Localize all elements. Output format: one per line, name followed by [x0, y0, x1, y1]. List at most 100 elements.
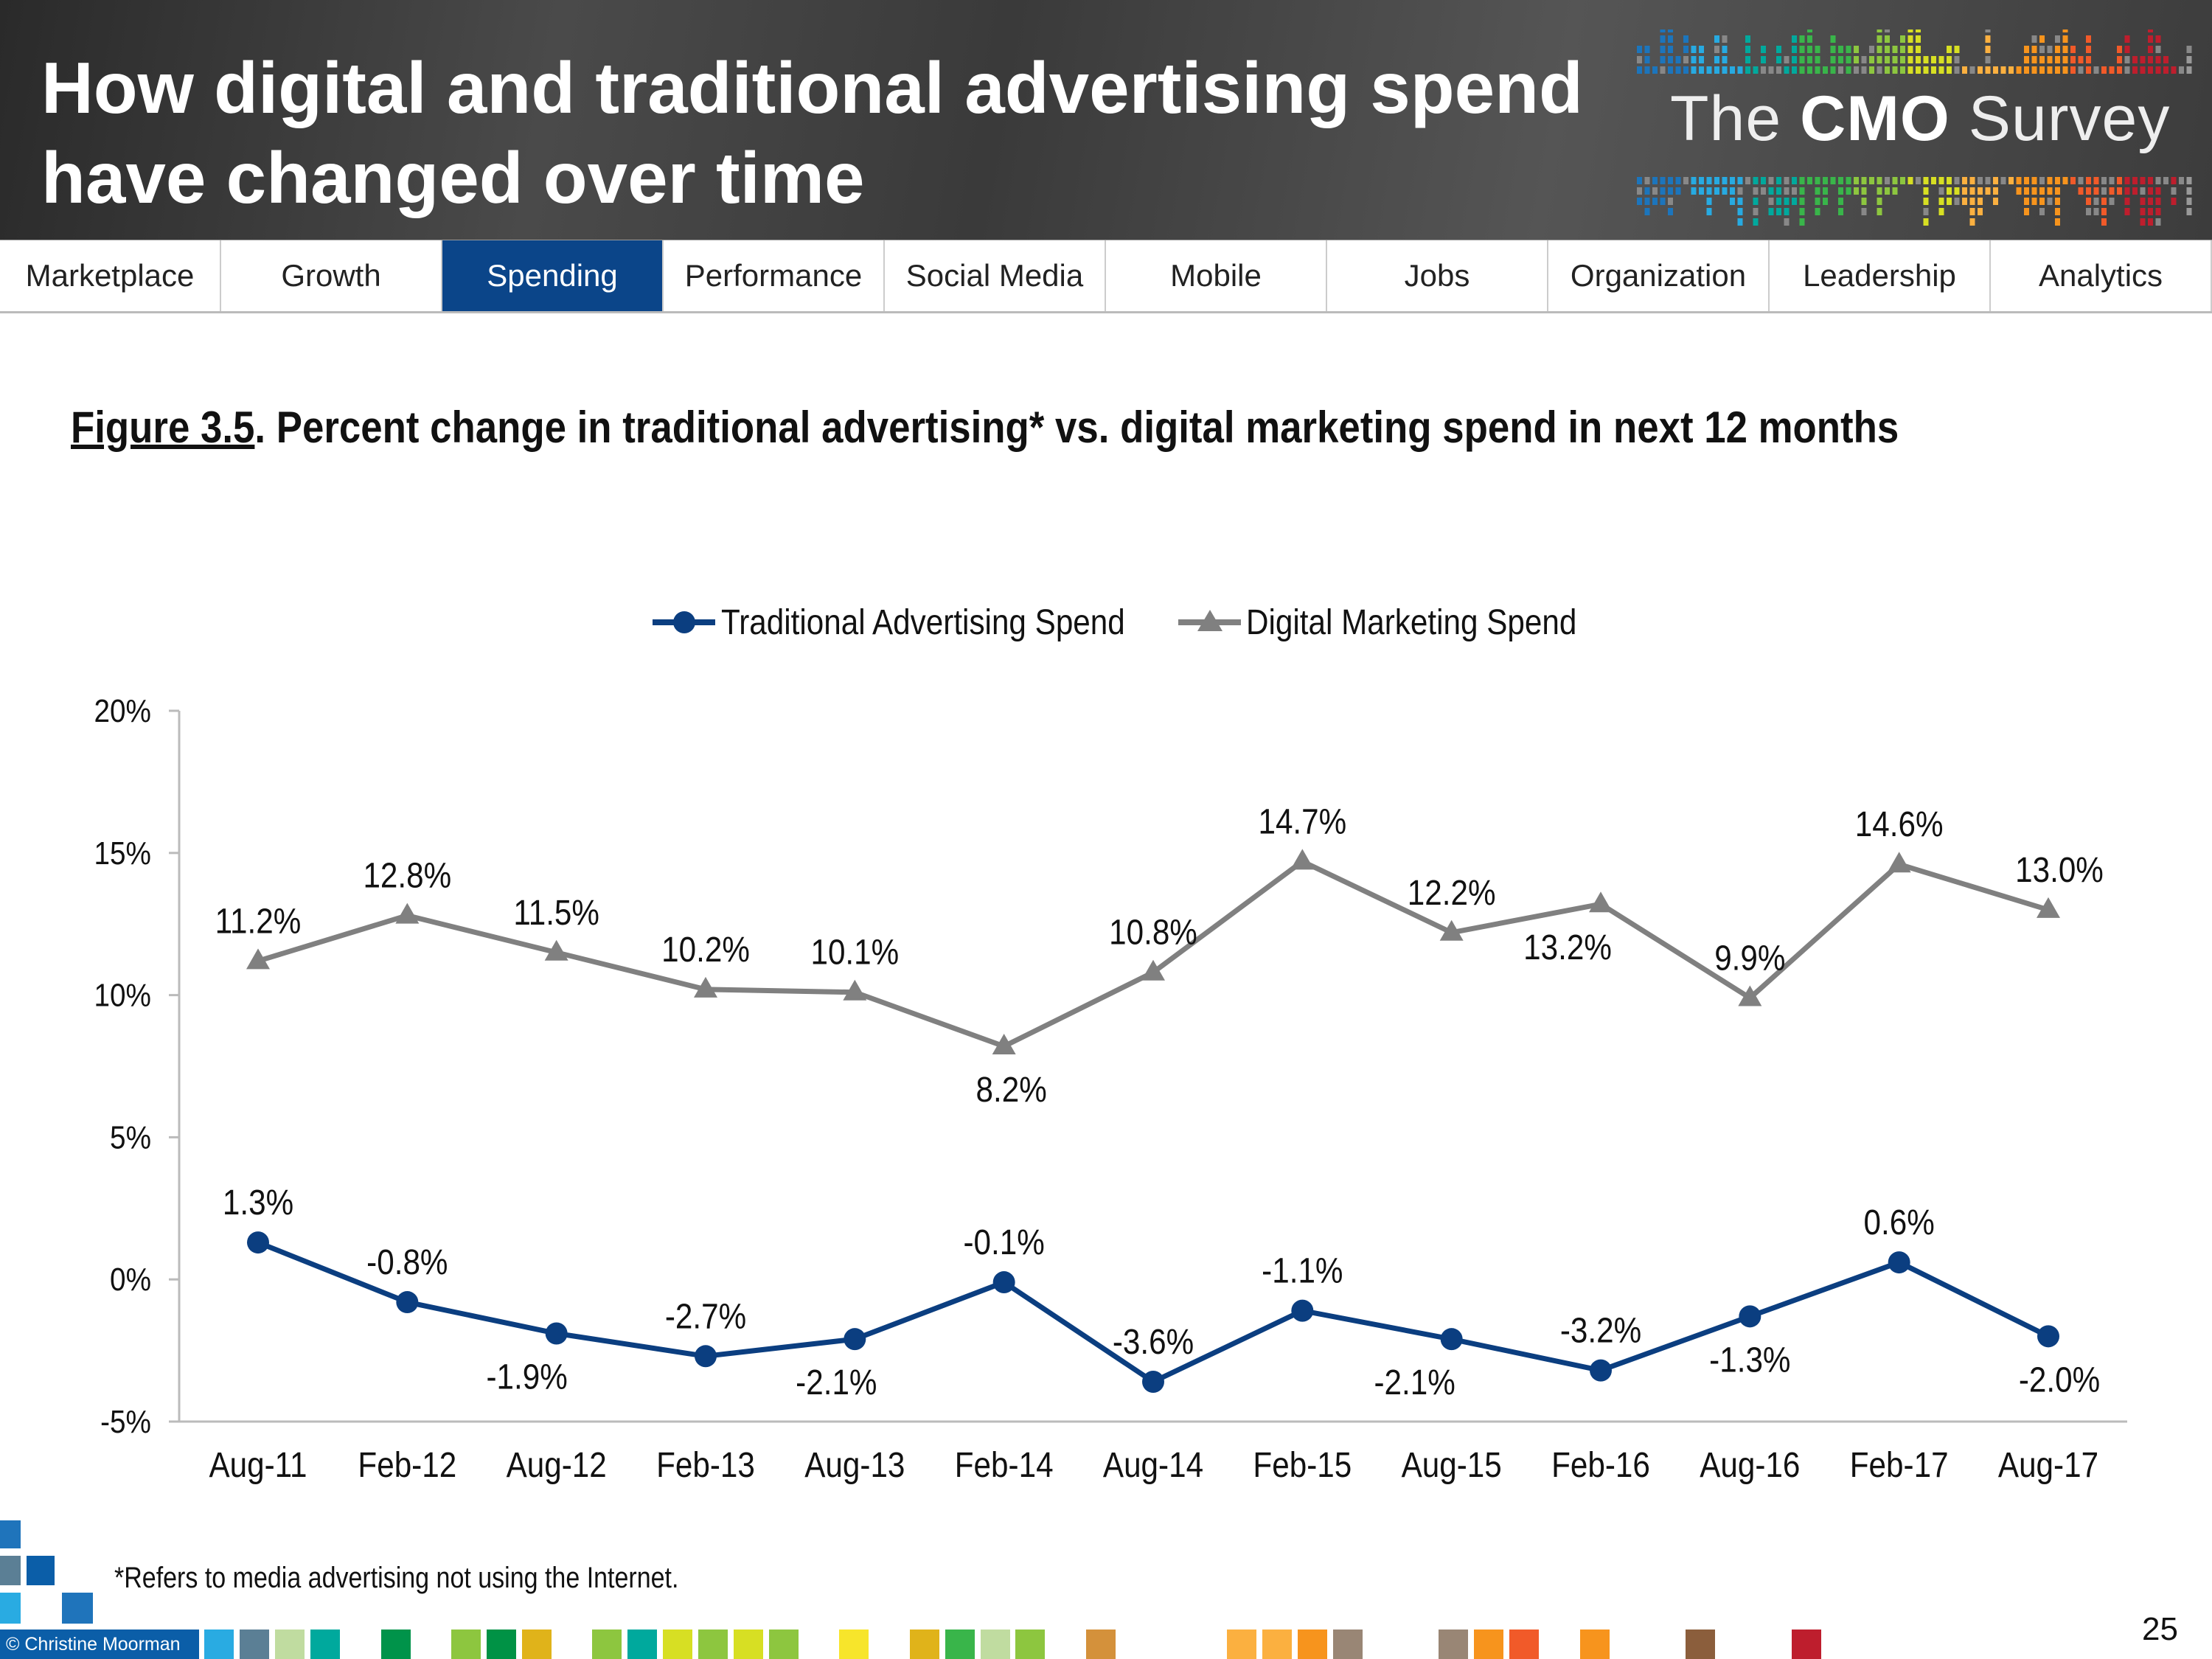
logo-pixel — [1885, 56, 1890, 63]
color-block — [839, 1630, 869, 1659]
logo-pixel — [2179, 177, 2184, 184]
logo-pixel — [1838, 187, 1843, 195]
logo-pixel — [1637, 56, 1642, 63]
data-point — [992, 1034, 1016, 1055]
title-line-2: have changed over time — [41, 137, 865, 218]
logo-pixel — [2186, 56, 2192, 63]
logo-pixel — [2109, 187, 2115, 195]
logo-pixel — [2132, 66, 2138, 74]
logo-pixel — [2148, 66, 2153, 74]
logo-pixel — [2078, 66, 2084, 74]
tab-jobs[interactable]: Jobs — [1327, 240, 1548, 311]
logo-pixel — [2039, 35, 2045, 43]
page-title: How digital and traditional advertising … — [41, 43, 1663, 223]
logo-pixel — [1722, 66, 1728, 74]
logo-pixel — [1861, 56, 1867, 63]
logo-pixel — [1892, 177, 1898, 184]
logo-pixel — [2024, 198, 2029, 205]
logo-pixel — [1861, 66, 1867, 74]
logo-pixel — [2155, 177, 2161, 184]
color-block — [1227, 1630, 1256, 1659]
logo-pixel — [1745, 35, 1750, 43]
logo-pixel — [2070, 46, 2076, 53]
logo-pixel — [1938, 56, 1944, 63]
logo-pixel — [2124, 66, 2130, 74]
logo-pixel — [1846, 66, 1851, 74]
logo-pixel — [2016, 187, 2022, 195]
tab-analytics[interactable]: Analytics — [1991, 240, 2212, 311]
logo-pixel — [1815, 66, 1820, 74]
logo-pixel — [1683, 177, 1688, 184]
tab-growth[interactable]: Growth — [221, 240, 442, 311]
logo-pixel — [1745, 66, 1750, 74]
logo-pixel — [1869, 46, 1874, 53]
logo-pixel — [1776, 198, 1781, 205]
logo-pixel — [1993, 66, 1998, 74]
logo-pixel — [2093, 177, 2099, 184]
color-block — [27, 1556, 55, 1585]
logo-pixel — [2024, 187, 2029, 195]
data-label: -0.8% — [366, 1242, 448, 1282]
logo-pixel — [1753, 198, 1759, 205]
logo-pixel — [2155, 198, 2161, 205]
logo-pixel — [2078, 187, 2084, 195]
tab-organization[interactable]: Organization — [1548, 240, 1770, 311]
logo-pixel — [1807, 29, 1812, 32]
logo-pixel — [2047, 177, 2053, 184]
logo-pixel — [1714, 66, 1719, 74]
logo-pixel — [1737, 187, 1743, 195]
logo-pixel — [2055, 56, 2060, 63]
logo-pixel — [1869, 56, 1874, 63]
x-tick-label: Feb-13 — [656, 1444, 755, 1484]
logo-pixel — [1706, 187, 1712, 195]
logo-pixel — [2163, 66, 2168, 74]
logo-pixel — [2117, 177, 2122, 184]
logo-pixel — [1978, 208, 1983, 215]
color-block — [487, 1630, 516, 1659]
tab-marketplace[interactable]: Marketplace — [0, 240, 221, 311]
logo-pixel — [1683, 66, 1688, 74]
logo-pixel — [2086, 46, 2091, 53]
logo-pixel — [2179, 66, 2184, 74]
data-point — [1142, 1371, 1164, 1394]
logo-pixel — [2171, 187, 2177, 195]
logo-pixel — [2117, 46, 2122, 53]
logo-pixel — [2148, 56, 2153, 63]
logo-pixel — [1969, 187, 1975, 195]
tab-spending[interactable]: Spending — [442, 240, 664, 311]
data-label: -3.2% — [1560, 1310, 1641, 1350]
color-block — [1298, 1630, 1327, 1659]
logo-pixel — [1799, 208, 1805, 215]
logo-pixel — [1776, 208, 1781, 215]
tab-leadership[interactable]: Leadership — [1770, 240, 1991, 311]
tab-performance[interactable]: Performance — [664, 240, 885, 311]
logo-pixel — [1962, 198, 1967, 205]
logo-pixel — [2140, 218, 2146, 226]
logo-pixel — [1985, 66, 1991, 74]
logo-pixel — [1730, 177, 1735, 184]
logo-pixel — [1644, 177, 1650, 184]
logo-pixel — [1869, 66, 1874, 74]
logo-pixel — [1947, 177, 1952, 184]
logo-pixel — [1823, 187, 1828, 195]
logo-pixel — [1854, 187, 1859, 195]
tab-mobile[interactable]: Mobile — [1106, 240, 1327, 311]
logo-pixel — [1815, 208, 1820, 215]
data-point — [843, 979, 867, 1001]
logo-pixel — [1722, 187, 1728, 195]
y-tick-label: 20% — [94, 692, 151, 729]
logo-pixel — [1699, 177, 1704, 184]
logo-pixel — [1683, 46, 1688, 53]
header-banner: How digital and traditional advertising … — [0, 0, 2212, 240]
x-tick-label: Feb-14 — [955, 1444, 1054, 1484]
x-tick-label: Feb-15 — [1253, 1444, 1352, 1484]
logo-pixel — [2148, 208, 2153, 215]
logo-pixel — [2148, 177, 2153, 184]
logo-pixel — [1947, 187, 1952, 195]
logo-pixel — [2117, 187, 2122, 195]
logo-pixel — [2055, 46, 2060, 53]
logo-pixel — [1652, 187, 1658, 195]
logo-pixel — [1830, 66, 1836, 74]
logo-pixel — [2093, 187, 2099, 195]
tab-social-media[interactable]: Social Media — [885, 240, 1106, 311]
